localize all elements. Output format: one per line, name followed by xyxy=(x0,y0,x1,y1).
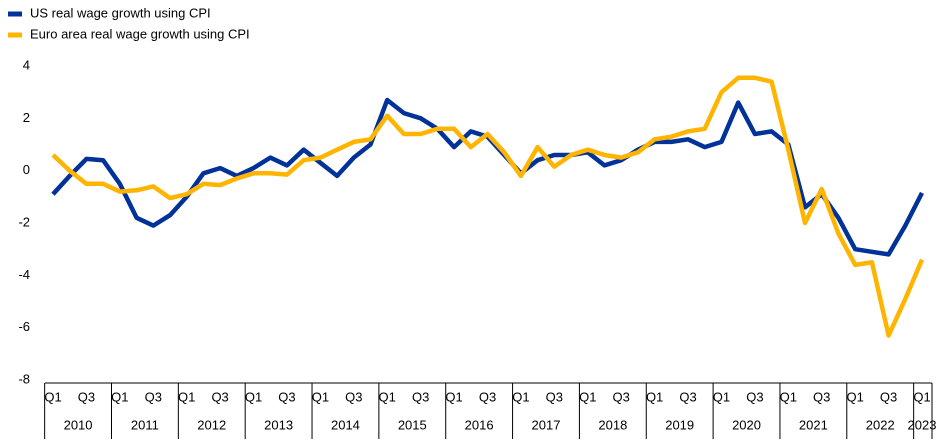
x-tick-label: Q1 xyxy=(445,389,462,404)
x-tick-label: Q1 xyxy=(579,389,596,404)
x-tick-label: Q1 xyxy=(713,389,730,404)
x-tick-label: Q3 xyxy=(813,389,830,404)
y-tick-label: 0 xyxy=(23,162,30,177)
y-tick-label: -2 xyxy=(18,214,30,229)
y-tick-label: -8 xyxy=(18,371,30,386)
year-label: 2022 xyxy=(866,417,895,432)
x-tick-label: Q3 xyxy=(880,389,897,404)
x-tick-label: Q3 xyxy=(345,389,362,404)
year-label: 2020 xyxy=(732,417,761,432)
x-tick-label: Q1 xyxy=(512,389,529,404)
year-label: 2016 xyxy=(465,417,494,432)
y-tick-label: 2 xyxy=(23,110,30,125)
year-label: 2021 xyxy=(799,417,828,432)
year-label: 2013 xyxy=(264,417,293,432)
x-tick-label: Q1 xyxy=(44,389,61,404)
x-tick-label: Q3 xyxy=(679,389,696,404)
y-tick-label: -6 xyxy=(18,319,30,334)
x-tick-label: Q3 xyxy=(546,389,563,404)
x-tick-label: Q1 xyxy=(846,389,863,404)
x-tick-label: Q1 xyxy=(312,389,329,404)
x-tick-label: Q3 xyxy=(145,389,162,404)
x-tick-label: Q3 xyxy=(746,389,763,404)
year-label: 2018 xyxy=(598,417,627,432)
year-label: 2014 xyxy=(331,417,360,432)
x-tick-label: Q1 xyxy=(245,389,262,404)
x-tick-label: Q1 xyxy=(913,389,930,404)
y-tick-label: -4 xyxy=(18,267,30,282)
series-line xyxy=(51,75,925,338)
year-label: 2012 xyxy=(197,417,226,432)
x-tick-label: Q3 xyxy=(479,389,496,404)
legend-label: Euro area real wage growth using CPI xyxy=(30,26,250,41)
year-label: 2010 xyxy=(64,417,93,432)
year-label: 2017 xyxy=(532,417,561,432)
x-tick-label: Q1 xyxy=(780,389,797,404)
x-tick-label: Q3 xyxy=(613,389,630,404)
y-tick-label: 4 xyxy=(23,57,30,72)
year-label: 2023 xyxy=(908,417,937,432)
year-label: 2019 xyxy=(665,417,694,432)
x-tick-label: Q3 xyxy=(211,389,228,404)
x-tick-label: Q3 xyxy=(412,389,429,404)
x-tick-label: Q3 xyxy=(278,389,295,404)
x-tick-label: Q3 xyxy=(78,389,95,404)
legend-label: US real wage growth using CPI xyxy=(30,5,211,20)
x-tick-label: Q1 xyxy=(178,389,195,404)
x-tick-label: Q1 xyxy=(111,389,128,404)
x-tick-label: Q1 xyxy=(379,389,396,404)
x-tick-label: Q1 xyxy=(646,389,663,404)
year-label: 2015 xyxy=(398,417,427,432)
series-line xyxy=(51,97,925,257)
year-label: 2011 xyxy=(131,417,159,432)
